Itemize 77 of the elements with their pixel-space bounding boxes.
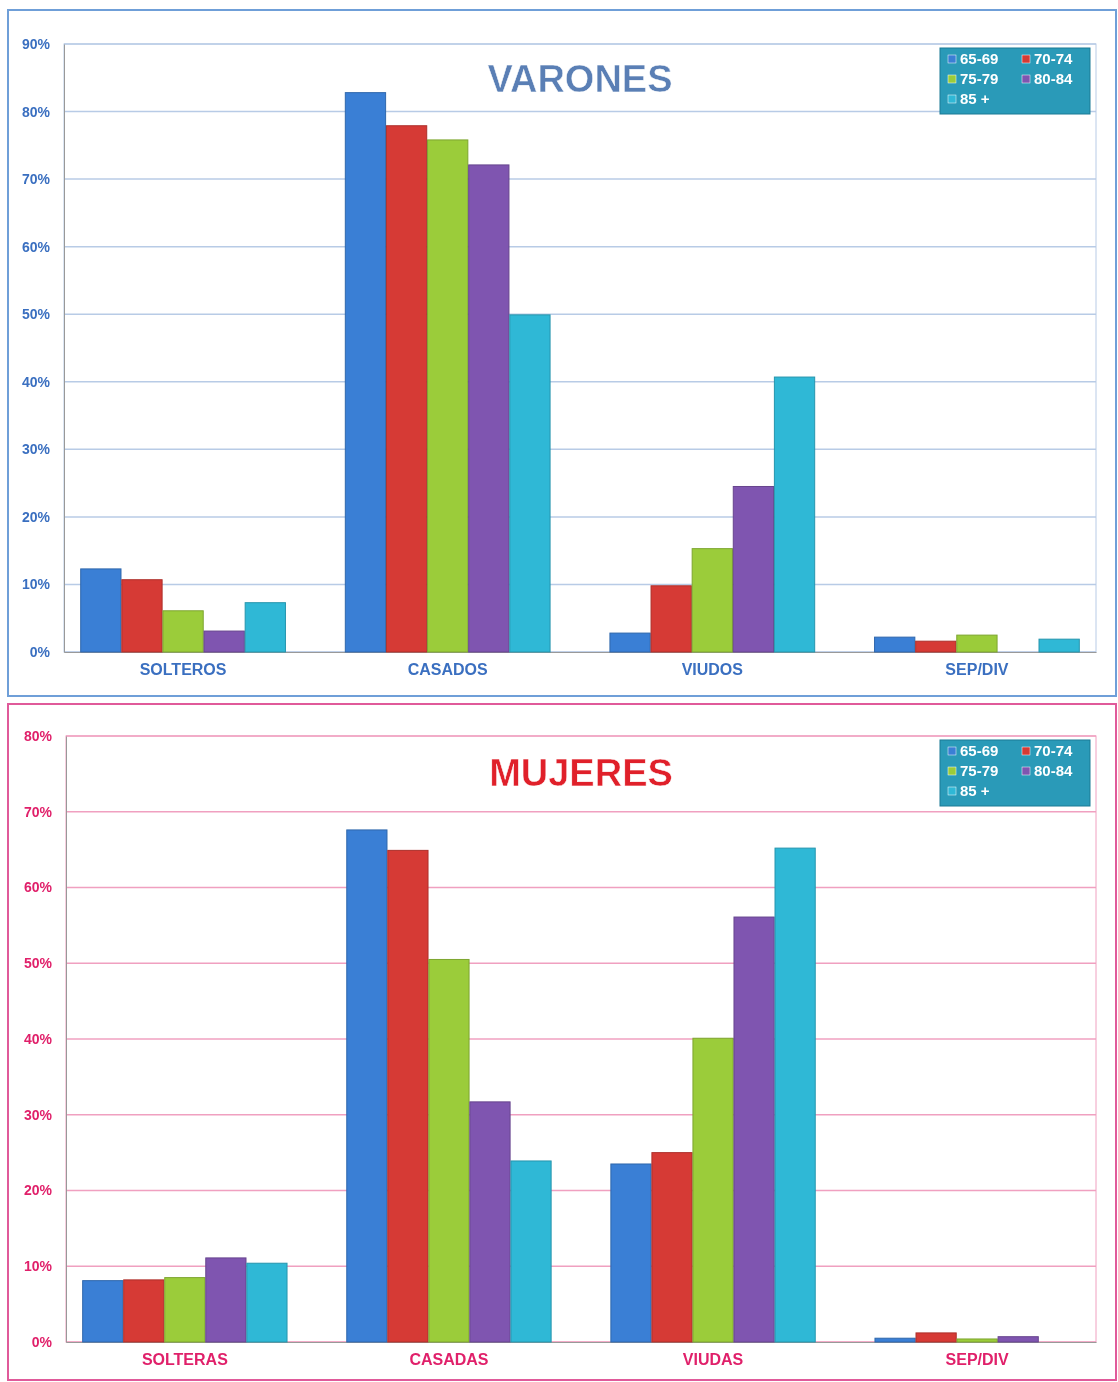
- bar: [123, 1279, 165, 1343]
- x-tick-label: SEP/DIV: [945, 661, 1009, 679]
- bar: [874, 1337, 916, 1343]
- x-tick-label: CASADOS: [407, 661, 489, 679]
- bar: [874, 636, 916, 653]
- bar: [164, 1277, 206, 1343]
- y-tick-label: 30%: [23, 1106, 53, 1123]
- y-tick-label: 60%: [23, 879, 53, 896]
- bar: [427, 139, 469, 653]
- bar: [1038, 638, 1080, 653]
- y-tick-label: 0%: [29, 643, 51, 660]
- y-tick-label: 10%: [23, 1258, 53, 1275]
- x-tick-label: SOLTEROS: [139, 661, 227, 679]
- bar: [162, 610, 204, 653]
- y-tick-label: 40%: [21, 373, 51, 390]
- legend-label: 85 +: [960, 90, 990, 107]
- legend-label: 85 +: [960, 782, 990, 799]
- y-tick-label: 0%: [31, 1333, 53, 1350]
- bar: [469, 1101, 511, 1343]
- bar: [915, 1332, 957, 1343]
- bar: [428, 958, 470, 1343]
- bar: [510, 1160, 552, 1343]
- x-tick-label: CASADAS: [409, 1351, 489, 1369]
- y-tick-label: 30%: [21, 441, 51, 458]
- bar: [121, 579, 163, 653]
- bar: [733, 916, 775, 1343]
- bar: [80, 568, 122, 653]
- bar: [915, 640, 957, 653]
- bar: [610, 1163, 652, 1343]
- chart-title: MUJERES: [489, 752, 673, 794]
- bar: [773, 376, 816, 653]
- x-tick-label: SEP/DIV: [945, 1351, 1010, 1369]
- bar: [387, 849, 429, 1343]
- chart-title: VARONES: [487, 58, 673, 100]
- bar: [651, 1152, 693, 1343]
- bar: [956, 634, 998, 653]
- x-tick-label: VIUDAS: [682, 1351, 744, 1369]
- y-tick-label: 20%: [21, 508, 51, 525]
- legend-label: 75-79: [960, 70, 999, 87]
- bar: [203, 630, 245, 653]
- bar: [774, 847, 816, 1343]
- bar: [997, 1336, 1039, 1343]
- bar: [346, 829, 388, 1343]
- bar: [244, 602, 286, 653]
- x-tick-label: VIUDOS: [681, 661, 744, 679]
- y-tick-label: 50%: [21, 306, 51, 323]
- bar: [732, 485, 775, 653]
- y-tick-label: 80%: [23, 727, 53, 744]
- y-tick-label: 80%: [21, 103, 51, 120]
- y-tick-label: 20%: [23, 1182, 53, 1199]
- y-tick-label: 70%: [23, 803, 53, 820]
- bar: [468, 164, 510, 653]
- bar: [509, 314, 551, 653]
- legend-label: 75-79: [960, 762, 999, 779]
- legend-label: 80-84: [1034, 762, 1074, 779]
- legend-label: 70-74: [1034, 50, 1074, 67]
- y-tick-label: 90%: [21, 35, 51, 52]
- y-tick-label: 10%: [21, 576, 51, 593]
- y-tick-label: 60%: [21, 238, 51, 255]
- bar: [344, 92, 387, 653]
- bar: [82, 1280, 124, 1343]
- bar: [650, 585, 692, 653]
- y-tick-label: 50%: [23, 955, 53, 972]
- legend-label: 65-69: [960, 742, 999, 759]
- bar: [956, 1338, 998, 1343]
- legend-label: 80-84: [1034, 70, 1074, 87]
- y-tick-label: 70%: [21, 171, 51, 188]
- bar: [609, 632, 651, 653]
- x-tick-label: SOLTERAS: [141, 1351, 229, 1369]
- y-tick-label: 40%: [23, 1030, 53, 1047]
- legend-label: 70-74: [1034, 742, 1074, 759]
- bar: [692, 1037, 734, 1343]
- bar: [385, 125, 428, 653]
- bar: [205, 1257, 247, 1343]
- legend-label: 65-69: [960, 50, 999, 67]
- bar: [691, 548, 733, 653]
- bar: [246, 1262, 288, 1343]
